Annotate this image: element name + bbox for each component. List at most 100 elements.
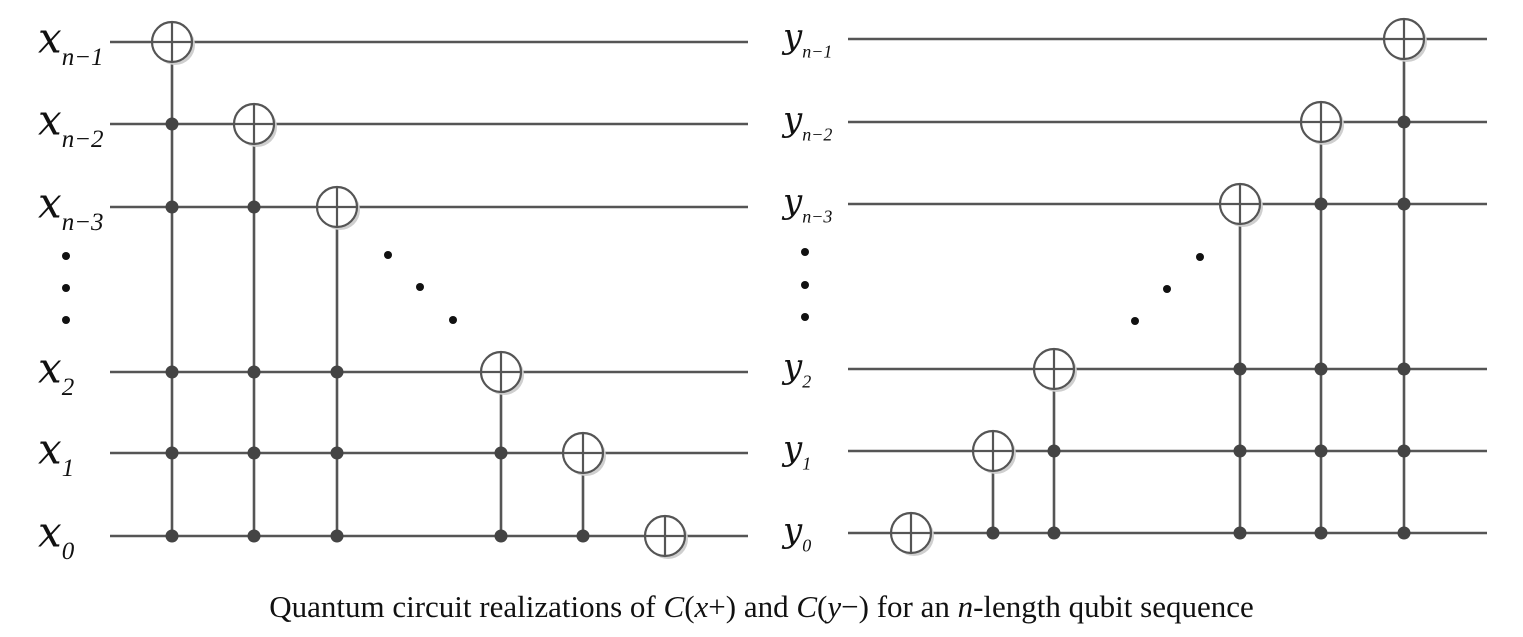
left-qubit-label-sub-1: n−2 bbox=[62, 126, 104, 153]
left-qubit-label-4: x1 bbox=[38, 425, 74, 483]
right-qubit-label-sub-3: 2 bbox=[802, 372, 811, 392]
right-qubit-label-base-4: y bbox=[781, 429, 803, 469]
left-control-dot-2-4 bbox=[330, 446, 344, 460]
ellipsis-dot-8 bbox=[801, 313, 809, 321]
left-control-dot-1-3 bbox=[247, 365, 261, 379]
caption-var2: y bbox=[827, 589, 842, 624]
caption-text-3: -length qubit sequence bbox=[973, 589, 1254, 624]
left-qubit-label-0: xn−1 bbox=[38, 14, 104, 72]
left-control-dot-0-5 bbox=[165, 529, 179, 543]
left-qubit-label-sub-3: 2 bbox=[62, 374, 75, 401]
right-control-dot-5-1 bbox=[1397, 115, 1411, 129]
left-control-dot-1-5 bbox=[247, 529, 261, 543]
right-qubit-label-sub-rest-1: −2 bbox=[811, 125, 832, 145]
left-control-dot-0-4 bbox=[165, 446, 179, 460]
left-cnot-gate-2 bbox=[315, 185, 360, 543]
figure-caption: Quantum circuit realizations of C(x+) an… bbox=[0, 589, 1523, 625]
right-control-dot-2-5 bbox=[1047, 526, 1061, 540]
caption-and: and bbox=[736, 589, 797, 624]
left-control-dot-4-5 bbox=[576, 529, 590, 543]
right-qubit-label-sub-1: n−2 bbox=[802, 125, 832, 145]
left-qubit-label-sub-rest-2: −3 bbox=[74, 209, 103, 236]
ellipsis-dot-10 bbox=[1163, 285, 1171, 293]
caption-c1: C bbox=[663, 589, 685, 624]
right-qubit-label-base-5: y bbox=[781, 511, 803, 551]
right-cnot-gate-5 bbox=[1382, 17, 1427, 540]
left-qubit-label-base-4: x bbox=[38, 425, 62, 474]
right-qubit-label-base-2: y bbox=[781, 182, 803, 222]
right-cnot-gate-4 bbox=[1299, 100, 1344, 540]
left-qubit-label-sub-rest-1: −2 bbox=[74, 126, 103, 153]
caption-c2: C bbox=[796, 589, 818, 624]
right-qubit-label-sub-rest-2: −3 bbox=[811, 207, 832, 227]
right-qubit-label-sub-n-1: n bbox=[802, 125, 811, 145]
left-qubit-label-3: x2 bbox=[38, 344, 74, 402]
ellipsis-dot-1 bbox=[62, 284, 70, 292]
left-qubit-label-sub-2: n−3 bbox=[62, 209, 104, 236]
right-qubit-label-4: y1 bbox=[781, 429, 811, 474]
right-control-dot-5-5 bbox=[1397, 526, 1411, 540]
right-control-dot-5-3 bbox=[1397, 362, 1411, 376]
right-control-dot-3-3 bbox=[1233, 362, 1247, 376]
ellipsis-dot-4 bbox=[416, 283, 424, 291]
caption-arg2: ( bbox=[817, 589, 828, 624]
ellipsis-dot-11 bbox=[1196, 253, 1204, 261]
ellipsis-dot-7 bbox=[801, 281, 809, 289]
left-control-dot-0-2 bbox=[165, 200, 179, 214]
right-qubit-label-sub-0: n−1 bbox=[802, 42, 832, 62]
right-qubit-label-sub-2: n−3 bbox=[802, 207, 832, 227]
right-cnot-gate-3 bbox=[1218, 182, 1263, 540]
right-control-dot-5-2 bbox=[1397, 197, 1411, 211]
left-control-dot-3-5 bbox=[494, 529, 508, 543]
ellipsis-dot-3 bbox=[384, 251, 392, 259]
right-control-dot-1-5 bbox=[986, 526, 1000, 540]
left-cnot-gate-1 bbox=[232, 102, 277, 543]
ellipsis-dot-0 bbox=[62, 252, 70, 260]
left-cnot-gate-5 bbox=[643, 514, 688, 559]
left-control-dot-1-4 bbox=[247, 446, 261, 460]
caption-op2: −) bbox=[841, 589, 869, 624]
right-control-dot-5-4 bbox=[1397, 444, 1411, 458]
left-cnot-gate-4 bbox=[561, 431, 606, 543]
right-control-dot-3-4 bbox=[1233, 444, 1247, 458]
left-qubit-label-2: xn−3 bbox=[38, 179, 104, 237]
caption-text-1: Quantum circuit realizations of bbox=[269, 589, 664, 624]
left-qubit-label-base-2: x bbox=[38, 179, 62, 228]
caption-arg1: ( bbox=[684, 589, 695, 624]
caption-n: n bbox=[957, 589, 974, 624]
right-cnot-gate-2 bbox=[1032, 347, 1077, 540]
ellipsis-dot-2 bbox=[62, 316, 70, 324]
left-qubit-label-base-5: x bbox=[38, 508, 62, 557]
right-qubit-label-base-3: y bbox=[781, 347, 803, 387]
left-qubit-label-base-1: x bbox=[38, 96, 62, 145]
right-qubit-label-1: yn−2 bbox=[781, 100, 832, 145]
ellipsis-dot-9 bbox=[1131, 317, 1139, 325]
left-control-dot-2-3 bbox=[330, 365, 344, 379]
right-control-dot-4-3 bbox=[1314, 362, 1328, 376]
right-qubit-label-sub-4: 1 bbox=[802, 454, 811, 474]
right-qubit-label-3: y2 bbox=[781, 347, 811, 392]
ellipsis-dots bbox=[62, 248, 1204, 325]
left-control-dot-2-5 bbox=[330, 529, 344, 543]
right-control-dot-2-4 bbox=[1047, 444, 1061, 458]
left-qubit-label-base-3: x bbox=[38, 344, 62, 393]
left-control-dot-1-2 bbox=[247, 200, 261, 214]
right-control-dot-4-2 bbox=[1314, 197, 1328, 211]
right-control-dot-3-5 bbox=[1233, 526, 1247, 540]
left-control-dot-0-3 bbox=[165, 365, 179, 379]
left-qubit-label-sub-rest-0: −1 bbox=[74, 44, 103, 71]
caption-op1: +) bbox=[708, 589, 737, 624]
left-qubit-label-sub-n-1: n bbox=[62, 126, 75, 153]
right-qubit-label-sub-n-2: n bbox=[802, 207, 811, 227]
right-control-dot-4-5 bbox=[1314, 526, 1328, 540]
right-qubit-label-sub-5: 0 bbox=[802, 536, 811, 556]
left-qubit-label-base-0: x bbox=[38, 14, 62, 63]
right-cnot-gate-0 bbox=[889, 511, 934, 556]
left-qubit-label-5: x0 bbox=[38, 508, 75, 566]
left-qubit-label-1: xn−2 bbox=[38, 96, 104, 154]
left-control-dot-3-4 bbox=[494, 446, 508, 460]
ellipsis-dot-6 bbox=[801, 248, 809, 256]
